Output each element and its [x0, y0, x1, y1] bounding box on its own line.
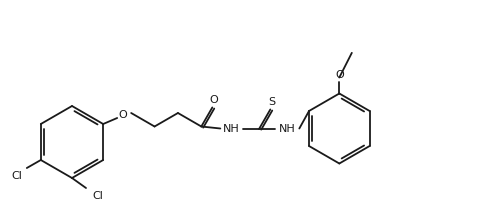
- Text: Cl: Cl: [12, 171, 22, 181]
- Text: NH: NH: [223, 124, 240, 134]
- Text: O: O: [209, 95, 218, 105]
- Text: S: S: [268, 98, 275, 107]
- Text: O: O: [119, 110, 128, 120]
- Text: NH: NH: [279, 124, 296, 134]
- Text: O: O: [335, 70, 344, 80]
- Text: Cl: Cl: [93, 191, 103, 201]
